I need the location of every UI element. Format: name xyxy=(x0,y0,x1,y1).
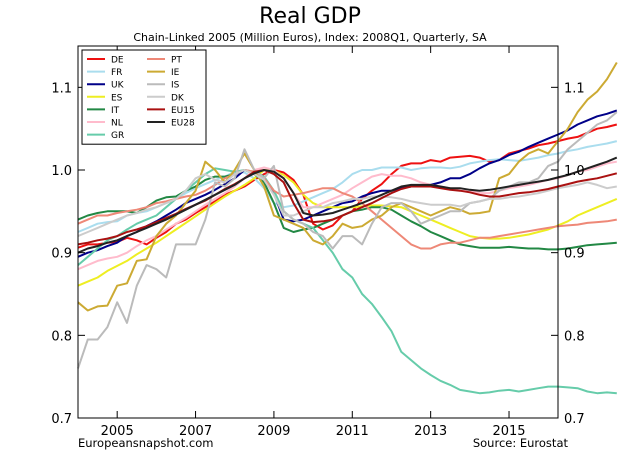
y-tick-label-right: 0.8 xyxy=(564,329,585,344)
series-line-eu15 xyxy=(77,169,618,246)
x-tick-label: 2011 xyxy=(336,424,369,439)
legend-label-pt: PT xyxy=(171,56,182,66)
legend-label-is: IS xyxy=(171,81,180,91)
series-line-dk xyxy=(77,169,617,238)
legend: DE FR UK ES IT NL GR PT IE IS DK EU15 EU28 xyxy=(81,49,207,145)
x-tick-label: 2013 xyxy=(414,424,447,439)
legend-label-fr: FR xyxy=(111,68,122,78)
y-tick-label-left: 1.0 xyxy=(51,164,72,179)
legend-label-nl: NL xyxy=(111,119,123,129)
legend-label-gr: GR xyxy=(111,131,124,141)
series-line-gr xyxy=(77,167,617,395)
y-tick-label-right: 0.7 xyxy=(564,412,585,427)
y-tick-label-right: 1.1 xyxy=(564,81,585,96)
series-line-ie xyxy=(77,61,618,312)
x-tick-label: 2005 xyxy=(101,424,134,439)
y-tick-label-left: 0.8 xyxy=(51,329,72,344)
x-tick-label: 2007 xyxy=(179,424,212,439)
legend-label-eu15: EU15 xyxy=(171,106,195,116)
series-line-fr xyxy=(77,140,618,233)
legend-label-de: DE xyxy=(111,56,124,66)
y-tick-label-right: 0.9 xyxy=(564,247,585,262)
legend-label-ie: IE xyxy=(171,68,180,78)
series-line-pt xyxy=(77,169,617,250)
y-tick-label-left: 0.7 xyxy=(51,412,72,427)
legend-label-uk: UK xyxy=(111,81,125,91)
legend-label-it: IT xyxy=(111,106,120,116)
series-layer xyxy=(77,61,618,395)
series-line-uk xyxy=(77,109,618,258)
x-tick-label: 2015 xyxy=(492,424,525,439)
chart-subtitle: Chain-Linked 2005 (Million Euros), Index… xyxy=(133,31,487,44)
y-tick-label-right: 1.0 xyxy=(564,164,585,179)
legend-label-eu28: EU28 xyxy=(171,119,195,129)
y-tick-label-left: 0.9 xyxy=(51,247,72,262)
plot-frame xyxy=(77,45,559,419)
axes-layer: 2005 2007 2009 2011 2013 2015 0.7 0.7 0.8 0.8 0.9 0… xyxy=(51,46,585,439)
series-line-nl xyxy=(77,160,617,271)
source-credit: Source: Eurostat xyxy=(472,436,568,450)
legend-label-es: ES xyxy=(111,93,123,103)
chart-title: Real GDP xyxy=(259,4,361,29)
x-tick-label: 2009 xyxy=(257,424,290,439)
series-line-es xyxy=(77,169,618,287)
series-line-eu28 xyxy=(77,156,618,254)
site-credit: Europeansnapshot.com xyxy=(78,436,214,450)
y-tick-label-left: 1.1 xyxy=(51,81,72,96)
legend-label-dk: DK xyxy=(171,93,185,103)
series-line-is xyxy=(77,111,618,369)
